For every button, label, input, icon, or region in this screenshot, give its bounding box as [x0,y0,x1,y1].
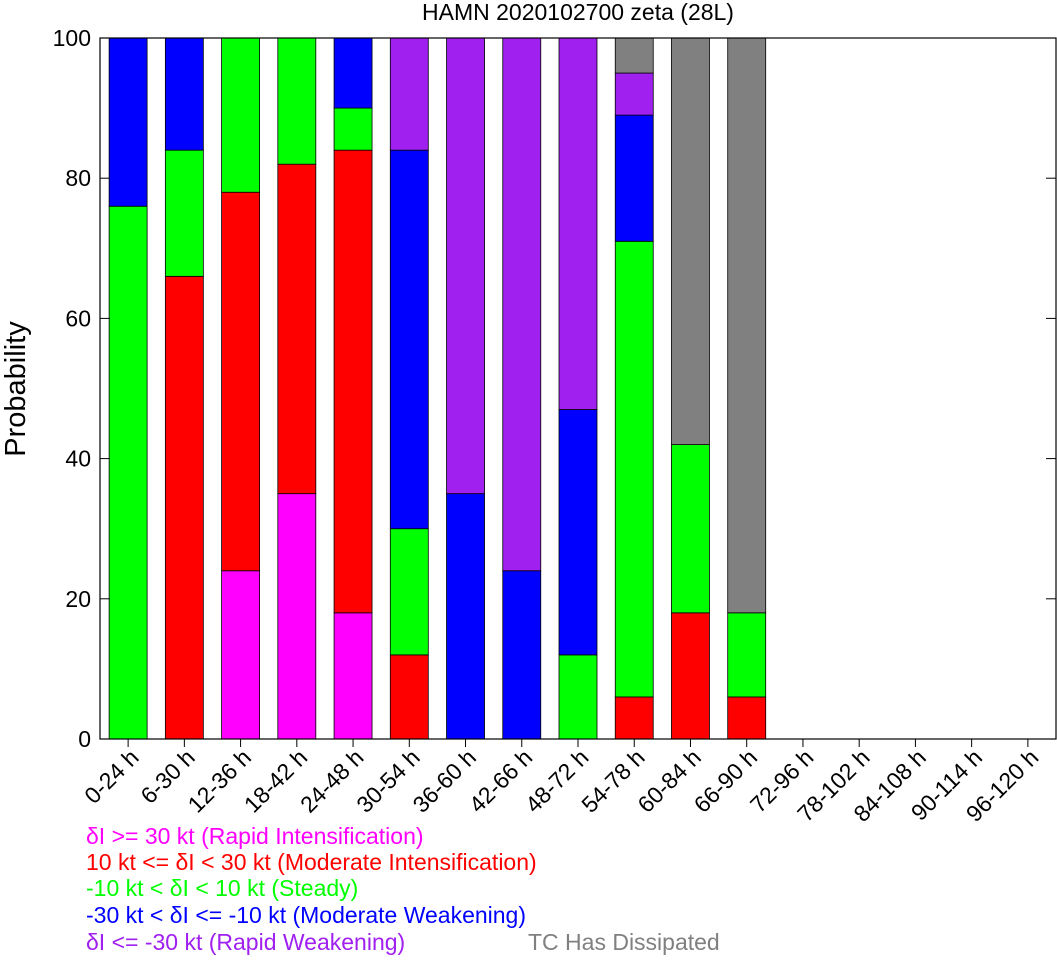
bar-segment-mw-9 [614,114,654,242]
bar-segment-mi-1 [164,275,204,740]
bar-segment-st-1 [164,149,204,277]
bar-segment-mi-10 [671,612,710,740]
x-axis: 0-24 h6-30 h12-36 h18-42 h24-48 h30-54 h… [79,739,1043,827]
bar-segment-ri-4 [333,612,373,740]
x-tick-label-0: 0-24 h [79,744,144,809]
y-tick-label-3: 60 [65,305,91,331]
bar-segment-st-11 [727,612,767,698]
bar-segment-st-2 [221,37,260,193]
bar-segment-st-10 [671,444,710,614]
y-tick-label-0: 0 [78,726,91,752]
bar-segment-rw-7 [502,37,542,572]
bar-segment-tc-11 [727,37,767,614]
y-tick-label-4: 80 [65,165,91,191]
y-tick-label-1: 20 [65,586,91,612]
bar-segment-ri-2 [221,570,260,740]
chart-title: HAMN 2020102700 zeta (28L) [422,0,734,25]
bar-segment-rw-6 [446,37,485,495]
bar-segment-mw-1 [164,37,204,151]
bar-segment-mw-5 [389,149,429,530]
y-axis: 0 20 40 60 80 100 [53,25,1056,752]
bar-segment-tc-9 [614,37,654,74]
legend-item-3: -30 kt < δI <= -10 kt (Moderate Weakenin… [86,902,527,928]
bar-segment-mi-2 [221,191,260,572]
bar-segment-st-8 [558,654,598,740]
bar-segment-mw-7 [502,570,542,740]
bar-segment-mi-9 [614,696,654,740]
bar-segment-st-0 [108,205,148,740]
bar-segment-mw-6 [446,493,485,740]
legend-item-1: 10 kt <= δI < 30 kt (Moderate Intensific… [86,849,537,875]
bar-segment-mi-11 [727,696,767,740]
y-tick-label-5: 100 [53,25,91,51]
bar-segment-tc-10 [671,37,710,445]
bar-segment-mi-3 [277,163,317,495]
bar-segment-mi-4 [333,149,373,614]
bar-segment-ri-3 [277,493,317,740]
legend-item-5: TC Has Dissipated [528,929,720,955]
bar-segment-mi-5 [389,654,429,740]
bar-segment-st-4 [333,107,373,151]
legend-item-2: -10 kt < δI < 10 kt (Steady) [86,875,359,901]
y-axis-label: Probability [0,321,32,457]
bar-segment-rw-5 [389,37,429,151]
bar-segment-st-5 [389,528,429,656]
bar-segment-mw-4 [333,37,373,109]
bar-segment-mw-0 [108,37,148,207]
y-tick-label-2: 40 [65,446,91,472]
bar-segment-mw-8 [558,409,598,656]
legend-item-4: δI <= -30 kt (Rapid Weakening) [86,929,406,955]
bar-segment-rw-8 [558,37,598,410]
bars-group [108,37,767,740]
bar-segment-rw-9 [614,72,654,116]
bar-segment-st-9 [614,240,654,698]
legend-item-0: δI >= 30 kt (Rapid Intensification) [86,823,424,849]
bar-segment-st-3 [277,37,317,165]
